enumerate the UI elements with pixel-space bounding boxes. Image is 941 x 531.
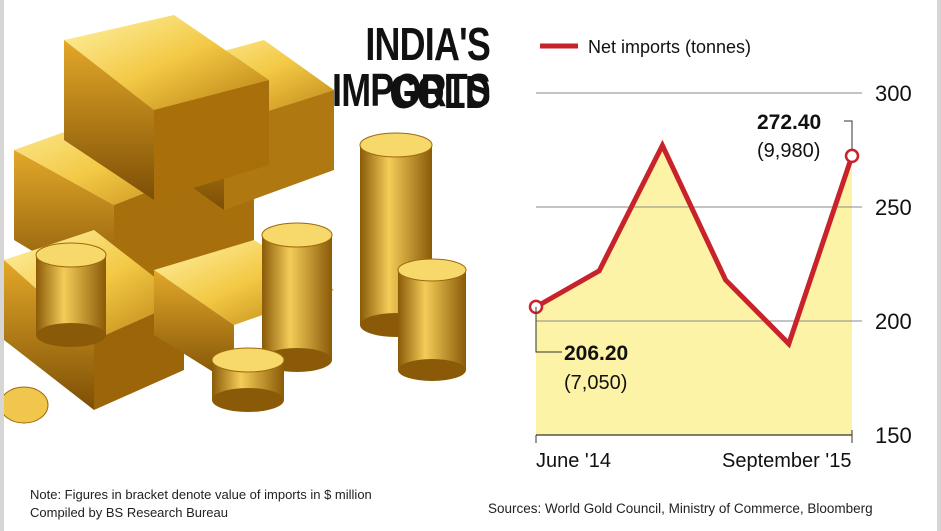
series-line-net-imports bbox=[534, 139, 855, 349]
y-tick-label: 250 bbox=[875, 195, 912, 220]
area-fill bbox=[536, 145, 852, 435]
loose-coin bbox=[4, 386, 49, 424]
footnote-compiled-by: Compiled by BS Research Bureau bbox=[30, 505, 228, 520]
annotation-leader bbox=[535, 306, 562, 353]
annotation-value: 272.40 bbox=[757, 111, 821, 134]
coin-stack-center bbox=[261, 222, 333, 372]
footnote-sources: Sources: World Gold Council, Ministry of… bbox=[488, 501, 873, 516]
data-point-marker bbox=[844, 148, 860, 164]
coin-stack-left bbox=[35, 242, 107, 347]
gold-bars-coins-illustration bbox=[4, 15, 467, 424]
annotation-value: 206.20 bbox=[564, 342, 628, 365]
x-tick-label-start: June '14 bbox=[536, 450, 611, 472]
footnote-bracket-values: Note: Figures in bracket denote value of… bbox=[30, 487, 372, 502]
x-tick-label-end: September '15 bbox=[722, 450, 851, 472]
page-title-line-2: IMPORTS bbox=[332, 64, 491, 116]
y-tick-label: 300 bbox=[875, 81, 912, 106]
annotation-subvalue: (7,050) bbox=[564, 372, 627, 394]
coin-stack-small bbox=[211, 347, 285, 412]
page-title-line-1: INDIA'S GOLD bbox=[365, 18, 490, 118]
annotation-leader bbox=[844, 120, 853, 149]
y-tick-label: 200 bbox=[875, 309, 912, 334]
y-tick-label: 150 bbox=[875, 423, 912, 448]
legend-label: Net imports (tonnes) bbox=[588, 37, 751, 57]
coin-stack-right bbox=[397, 258, 467, 381]
annotation-subvalue: (9,980) bbox=[757, 140, 820, 162]
